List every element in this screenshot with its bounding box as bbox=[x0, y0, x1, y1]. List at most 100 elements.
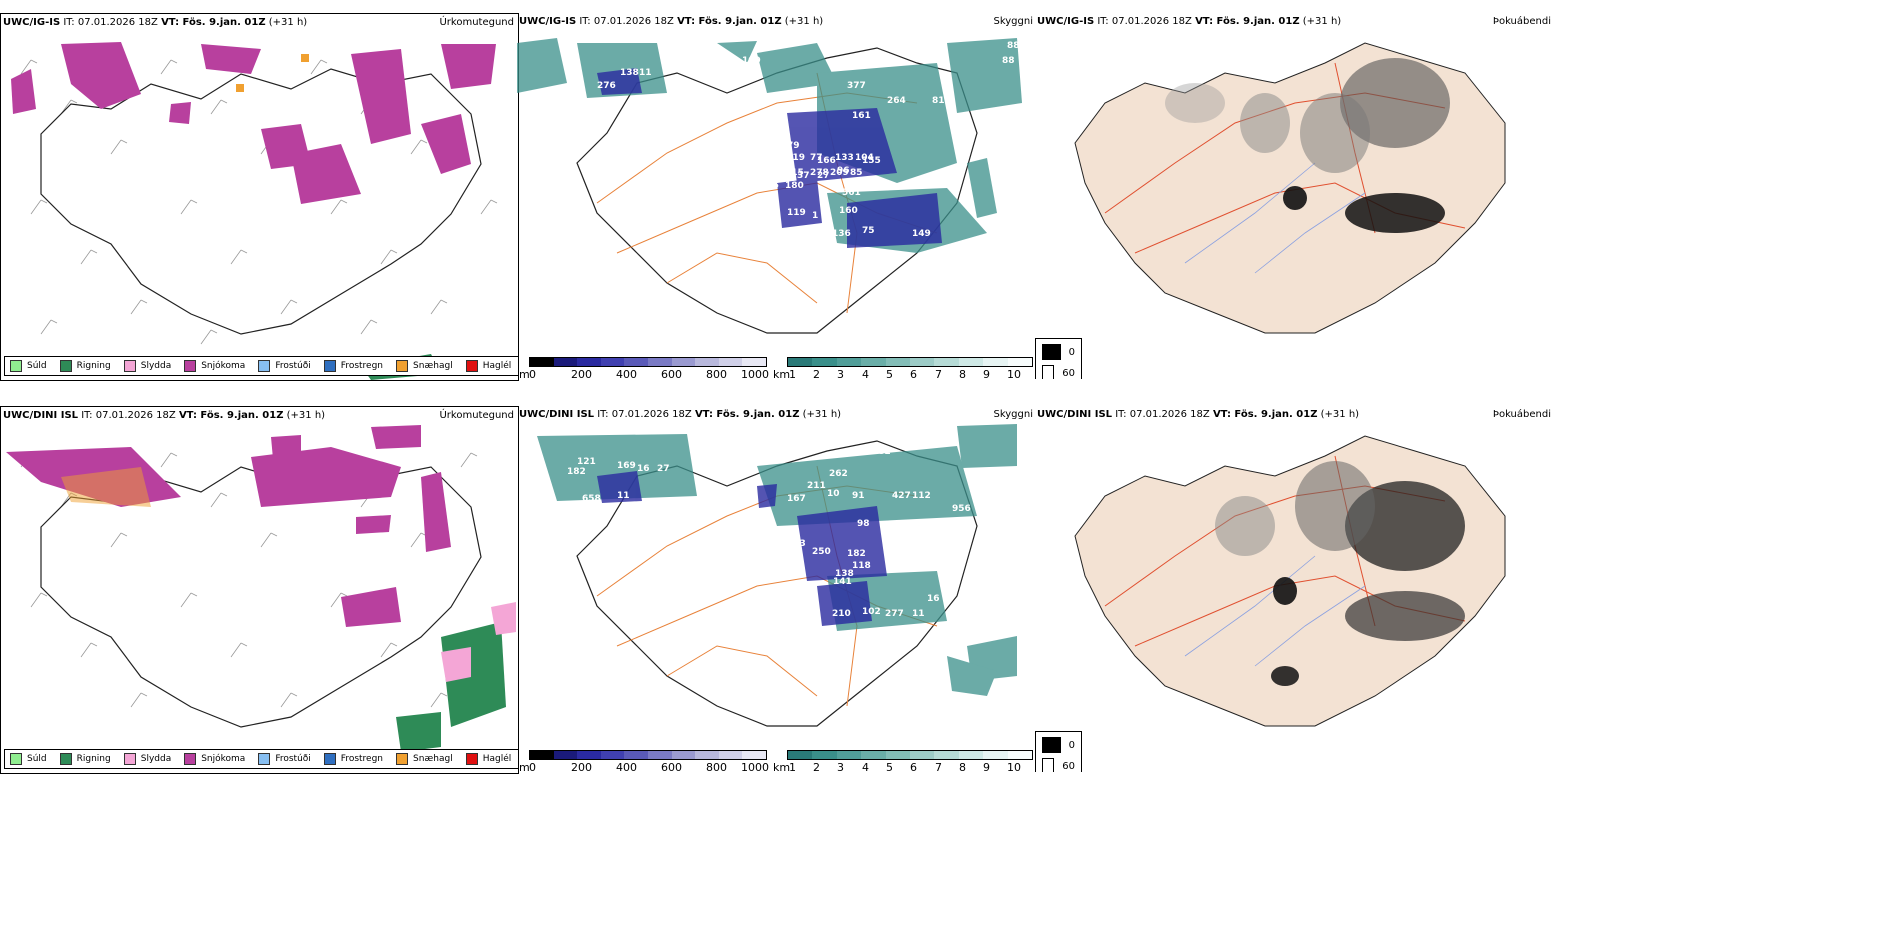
svg-text:133: 133 bbox=[835, 153, 854, 163]
row1-visibility-title: Skyggni bbox=[993, 16, 1033, 27]
svg-text:119: 119 bbox=[787, 208, 806, 218]
snow-areas bbox=[6, 425, 451, 627]
row1-precip-map bbox=[11, 42, 498, 380]
svg-text:277: 277 bbox=[885, 609, 904, 619]
row2-precip-title: Úrkomutegund bbox=[439, 410, 514, 421]
svg-text:141: 141 bbox=[833, 577, 852, 587]
row1-fog-title: Þokuábendi bbox=[1492, 16, 1551, 27]
row2-fog-legend: 0 60 bbox=[1035, 731, 1082, 772]
svg-text:16: 16 bbox=[927, 594, 940, 604]
svg-text:115: 115 bbox=[785, 168, 804, 178]
svg-text:85: 85 bbox=[850, 168, 863, 178]
legend-item: Frostúði bbox=[258, 360, 311, 372]
svg-text:104: 104 bbox=[855, 153, 874, 163]
svg-text:10: 10 bbox=[827, 489, 840, 499]
legend-item: Súld bbox=[10, 753, 47, 765]
row2-fog-panel: UWC/DINI ISL IT: 07.01.2026 18Z VT: Fös.… bbox=[1035, 406, 1555, 772]
svg-text:27: 27 bbox=[817, 171, 830, 181]
iceland-outline bbox=[576, 47, 978, 334]
svg-text:136: 136 bbox=[832, 229, 851, 239]
rivers bbox=[1184, 162, 1366, 274]
svg-text:88: 88 bbox=[1002, 56, 1015, 66]
svg-text:169: 169 bbox=[617, 461, 636, 471]
row2-precip-header: UWC/DINI ISL IT: 07.01.2026 18Z VT: Fös.… bbox=[3, 410, 326, 421]
svg-text:149: 149 bbox=[912, 229, 931, 239]
legend-item: Snæhagl bbox=[396, 753, 453, 765]
svg-text:278: 278 bbox=[810, 168, 829, 178]
row2-visibility-panel: 121 182 169 16 27 658 11 682 982 981 262… bbox=[517, 406, 1035, 772]
rain-areas bbox=[396, 602, 516, 752]
fog-areas bbox=[1165, 58, 1450, 233]
row1-precip-title: Úrkomutegund bbox=[439, 17, 514, 28]
ceiling-labels: 121 182 169 16 27 658 11 682 982 981 262… bbox=[567, 424, 971, 619]
legend-item: Snæhagl bbox=[396, 360, 453, 372]
svg-text:11: 11 bbox=[639, 68, 652, 78]
svg-text:377: 377 bbox=[847, 81, 866, 91]
row1-extra-labels: 77 1019 77 133 104 116 115 278 209 85 79… bbox=[760, 153, 874, 190]
svg-text:121: 121 bbox=[577, 457, 596, 467]
svg-text:209: 209 bbox=[830, 168, 849, 178]
low-ceiling-areas bbox=[597, 68, 942, 248]
fog-areas bbox=[1215, 461, 1465, 686]
svg-text:167: 167 bbox=[787, 494, 806, 504]
svg-text:18: 18 bbox=[772, 597, 785, 607]
low-ceiling-areas bbox=[597, 471, 887, 626]
row1-fog-header: UWC/IG-IS IT: 07.01.2026 18Z VT: Fös. 9.… bbox=[1037, 16, 1342, 27]
legend-item: Slydda bbox=[123, 753, 171, 765]
svg-text:91: 91 bbox=[852, 491, 865, 501]
svg-text:79: 79 bbox=[787, 141, 800, 151]
svg-text:658: 658 bbox=[582, 494, 601, 504]
row2-fog-map bbox=[1074, 435, 1506, 727]
row1-visibility-map: 276 138 11 377 998 264 161 155 79 166 37… bbox=[517, 38, 1026, 334]
svg-text:813: 813 bbox=[932, 96, 951, 106]
legend-item: Haglél bbox=[465, 753, 511, 765]
wind-barbs bbox=[20, 59, 498, 345]
low-visibility-areas bbox=[537, 424, 1017, 696]
row2-precip-panel: UWC/DINI ISL IT: 07.01.2026 18Z VT: Fös.… bbox=[0, 406, 519, 774]
legend-item: Haglél bbox=[465, 360, 511, 372]
row2-visibility-map: 121 182 169 16 27 658 11 682 982 981 262… bbox=[537, 424, 1017, 727]
row2-precip-map bbox=[6, 425, 516, 752]
svg-text:1: 1 bbox=[857, 179, 863, 189]
svg-text:96: 96 bbox=[837, 166, 850, 176]
svg-text:262: 262 bbox=[829, 469, 848, 479]
row2-fog-title: Þokuábendi bbox=[1492, 409, 1551, 420]
legend-item: Rigning bbox=[59, 753, 111, 765]
legend-item: Snjókoma bbox=[184, 753, 245, 765]
svg-text:77: 77 bbox=[810, 153, 823, 163]
svg-text:138: 138 bbox=[835, 569, 854, 579]
svg-text:98: 98 bbox=[857, 519, 870, 529]
svg-text:11: 11 bbox=[912, 609, 925, 619]
svg-text:981: 981 bbox=[922, 439, 941, 449]
svg-text:998: 998 bbox=[922, 56, 941, 66]
svg-text:250: 250 bbox=[812, 547, 831, 557]
row1-precip-header: UWC/IG-IS IT: 07.01.2026 18Z VT: Fös. 9.… bbox=[3, 17, 308, 28]
row2-visibility-header: UWC/DINI ISL IT: 07.01.2026 18Z VT: Fös.… bbox=[519, 409, 842, 420]
row2-visibility-title: Skyggni bbox=[993, 409, 1033, 420]
legend-item: Súld bbox=[10, 360, 47, 372]
iceland-outline bbox=[576, 440, 978, 727]
row1-fog-map bbox=[1074, 42, 1506, 334]
row1-fog-panel: UWC/IG-IS IT: 07.01.2026 18Z VT: Fös. 9.… bbox=[1035, 13, 1555, 379]
row2-fog-header: UWC/DINI ISL IT: 07.01.2026 18Z VT: Fös.… bbox=[1037, 409, 1360, 420]
svg-text:138: 138 bbox=[620, 68, 639, 78]
svg-text:77: 77 bbox=[760, 153, 773, 163]
svg-text:276: 276 bbox=[597, 81, 616, 91]
rivers bbox=[1184, 555, 1366, 667]
row1-visibility-panel: 276 138 11 377 998 264 161 155 79 166 37… bbox=[517, 13, 1035, 379]
svg-text:264: 264 bbox=[887, 96, 906, 106]
svg-text:161: 161 bbox=[852, 111, 871, 121]
ceiling-labels: 276 138 11 377 998 264 161 155 79 166 37… bbox=[597, 41, 1026, 239]
svg-text:27: 27 bbox=[657, 464, 670, 474]
svg-text:180: 180 bbox=[785, 181, 804, 190]
svg-text:11: 11 bbox=[617, 491, 630, 501]
svg-text:155: 155 bbox=[862, 156, 881, 166]
svg-text:112: 112 bbox=[912, 491, 931, 501]
svg-text:682: 682 bbox=[887, 424, 906, 434]
svg-text:109: 109 bbox=[742, 56, 761, 66]
row1-visibility-header: UWC/IG-IS IT: 07.01.2026 18Z VT: Fös. 9.… bbox=[519, 16, 824, 27]
svg-text:1019: 1019 bbox=[780, 153, 805, 163]
svg-text:182: 182 bbox=[567, 467, 586, 477]
svg-text:210: 210 bbox=[832, 609, 851, 619]
iceland-outline bbox=[40, 68, 482, 335]
